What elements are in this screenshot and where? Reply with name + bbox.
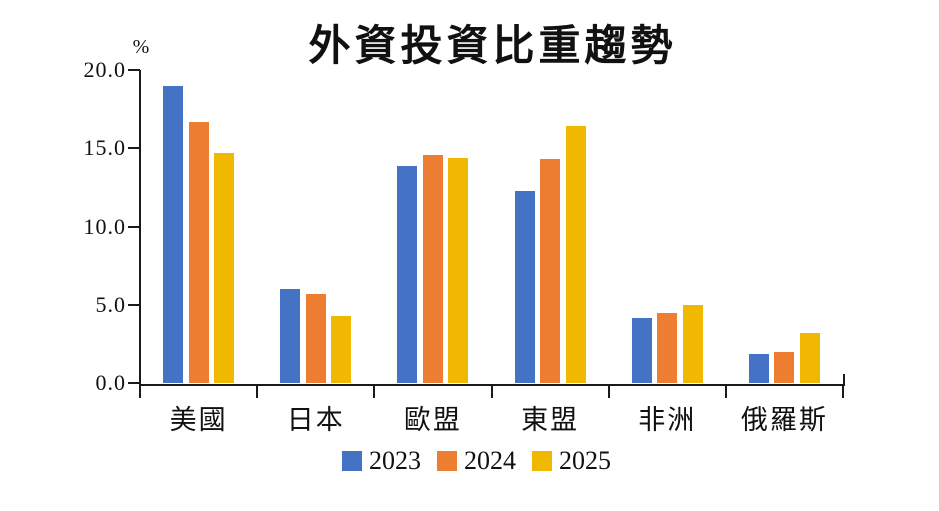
bar-2024-俄羅斯 (774, 352, 795, 384)
x-axis-end-tick-up (843, 374, 845, 386)
legend-item-2023: 2023 (342, 446, 421, 476)
x-tick (607, 384, 610, 398)
bar-2024-歐盟 (422, 154, 443, 384)
y-tick-label: 15.0 (83, 135, 126, 161)
bar-2025-俄羅斯 (799, 333, 820, 384)
legend-swatch-2025 (532, 451, 552, 471)
y-axis-line (139, 70, 141, 386)
legend-label-2024: 2024 (464, 446, 516, 475)
x-tick (490, 384, 493, 398)
bar-2025-東盟 (565, 126, 586, 384)
legend: 2023 2024 2025 (0, 446, 939, 476)
legend-item-2024: 2024 (437, 446, 516, 476)
x-category-label-歐盟: 歐盟 (403, 405, 462, 435)
legend-label-2025: 2025 (559, 446, 611, 475)
bar-2024-東盟 (540, 159, 561, 384)
bar-2025-美國 (214, 153, 235, 384)
legend-label-2023: 2023 (369, 446, 421, 475)
legend-item-2025: 2025 (532, 446, 611, 476)
bar-2023-日本 (280, 289, 301, 384)
y-tick-label: 0.0 (95, 370, 126, 396)
bar-2024-日本 (305, 294, 326, 384)
y-axis-unit-label: % (132, 36, 150, 58)
x-tick (373, 384, 376, 398)
y-tick (128, 382, 140, 385)
x-category-label-美國: 美國 (169, 405, 228, 435)
y-tick (128, 69, 140, 71)
legend-swatch-2023 (342, 451, 362, 471)
x-tick (256, 384, 259, 398)
legend-swatch-2024 (437, 451, 457, 471)
bar-2023-東盟 (514, 190, 535, 384)
y-tick-label: 20.0 (83, 57, 126, 82)
bar-2023-美國 (163, 85, 184, 384)
y-tick (128, 304, 140, 306)
bar-2023-俄羅斯 (748, 353, 769, 384)
chart-title: 外資投資比重趨勢 (308, 24, 677, 70)
x-tick (724, 384, 727, 398)
x-category-label-非洲: 非洲 (638, 405, 697, 435)
y-tick (128, 147, 140, 150)
y-tick-label: 10.0 (83, 213, 126, 239)
bar-2025-非洲 (682, 305, 703, 384)
y-tick (128, 225, 140, 228)
x-category-label-東盟: 東盟 (521, 405, 580, 435)
bar-2024-非洲 (657, 312, 678, 384)
bar-2023-非洲 (631, 317, 652, 384)
bar-2025-歐盟 (448, 157, 469, 384)
x-tick (139, 384, 141, 398)
x-tick (842, 384, 844, 398)
bar-2024-美國 (188, 121, 209, 384)
y-tick-label: 5.0 (95, 292, 126, 317)
x-category-label-日本: 日本 (286, 405, 345, 435)
x-category-label-俄羅斯: 俄羅斯 (740, 405, 828, 435)
bar-2023-歐盟 (397, 165, 418, 384)
bar-2025-日本 (331, 316, 352, 384)
